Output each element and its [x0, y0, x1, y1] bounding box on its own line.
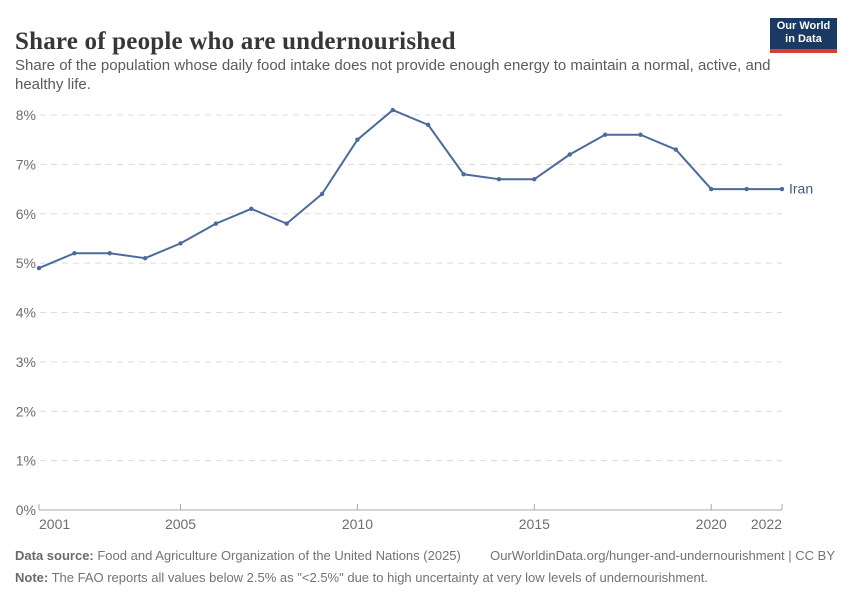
data-source-text: Data source: Food and Agriculture Organi…	[15, 548, 461, 563]
y-tick-label: 2%	[16, 403, 36, 419]
data-point[interactable]	[567, 152, 572, 157]
owid-url-link[interactable]: OurWorldinData.org/hunger-and-undernouri…	[490, 548, 835, 563]
x-tick-label: 2022	[751, 516, 782, 532]
data-point[interactable]	[602, 132, 608, 137]
data-point[interactable]	[461, 172, 466, 177]
y-tick-label: 6%	[16, 206, 36, 222]
data-source-label: Data source:	[15, 548, 94, 563]
data-point[interactable]	[107, 251, 112, 256]
owid-logo-line2: in Data	[785, 33, 822, 45]
y-tick-label: 5%	[16, 255, 36, 271]
data-point[interactable]	[390, 107, 396, 113]
data-point[interactable]	[72, 251, 77, 256]
data-point[interactable]	[249, 206, 254, 212]
note-label: Note:	[15, 570, 49, 585]
data-point[interactable]	[638, 132, 643, 137]
data-point[interactable]	[142, 255, 148, 261]
y-tick-label: 3%	[16, 354, 36, 370]
data-point[interactable]	[36, 265, 42, 271]
data-point[interactable]	[673, 147, 679, 152]
y-tick-label: 4%	[16, 305, 36, 321]
chart-footer: Data source: Food and Agriculture Organi…	[15, 548, 835, 585]
data-point[interactable]	[425, 122, 431, 128]
footer-source-row: Data source: Food and Agriculture Organi…	[15, 548, 835, 563]
data-point[interactable]	[532, 176, 537, 182]
page-title: Share of people who are undernourished	[15, 27, 456, 55]
data-point[interactable]	[355, 137, 360, 142]
data-point[interactable]	[178, 241, 183, 246]
data-point[interactable]	[744, 186, 749, 192]
data-point[interactable]	[496, 176, 502, 182]
entity-label-iran[interactable]: Iran	[789, 181, 813, 197]
owid-logo[interactable]: Our World in Data	[770, 18, 837, 53]
chart-canvas: 0% 1% 2% 3% 4% 5% 6% 7% 8% 2001 2005 2010 2015 2020 20…	[16, 107, 813, 532]
data-point[interactable]	[709, 186, 714, 192]
note-text: The FAO reports all values below 2.5% as…	[48, 570, 708, 585]
data-line-iran[interactable]	[38, 109, 783, 270]
data-source-value: Food and Agriculture Organization of the…	[93, 548, 461, 563]
owid-logo-line1: Our World	[776, 20, 831, 32]
y-tick-label: 7%	[16, 156, 36, 172]
x-tick-label: 2020	[696, 516, 727, 532]
data-point[interactable]	[779, 186, 785, 192]
x-tick-label: 2001	[39, 516, 70, 532]
chart-subtitle: Share of the population whose daily food…	[15, 57, 771, 94]
y-tick-label: 0%	[16, 502, 36, 518]
y-tick-label: 8%	[16, 107, 36, 123]
data-point[interactable]	[284, 221, 289, 226]
footer-note-row: Note: The FAO reports all values below 2…	[15, 570, 835, 585]
x-tick-label: 2015	[519, 516, 550, 532]
data-point[interactable]	[213, 221, 219, 226]
x-tick-label: 2005	[165, 516, 196, 532]
data-point[interactable]	[319, 191, 325, 197]
x-tick-label: 2010	[342, 516, 373, 532]
y-tick-label: 1%	[16, 453, 36, 469]
